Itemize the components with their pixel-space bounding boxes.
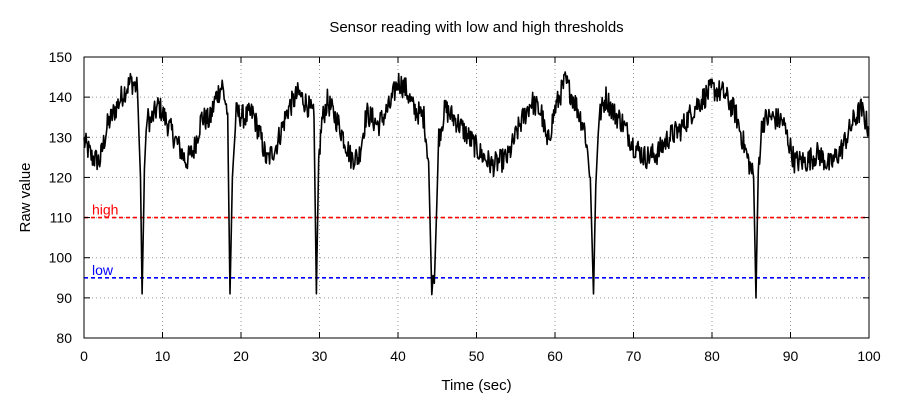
x-tick-label: 80 [704,348,720,364]
x-tick-label: 100 [857,348,881,364]
high-threshold-label: high [92,202,118,218]
low-threshold-label: low [92,262,114,278]
grid-lines [84,57,869,338]
series-layer [83,71,870,299]
x-axis-title: Time (sec) [441,377,511,394]
y-tick-label: 110 [50,210,73,226]
y-tick-label: 150 [49,49,73,65]
x-tick-label: 30 [312,348,328,364]
y-tick-label: 140 [49,89,73,105]
y-tick-label: 80 [56,330,72,346]
chart-title: Sensor reading with low and high thresho… [329,19,623,36]
y-axis-title: Raw value [17,162,34,232]
x-tick-label: 60 [547,348,563,364]
x-tick-label: 90 [783,348,799,364]
series-line-0 [83,71,870,299]
x-tick-label: 0 [80,348,88,364]
x-tick-label: 20 [233,348,249,364]
x-tick-label: 50 [469,348,485,364]
x-tick-label: 10 [155,348,171,364]
x-tick-label: 70 [626,348,642,364]
axis-ticks: 0 10 20 30 40 50 60 70 80 90 100 80 90 100 110 120 130 14… [49,49,881,364]
y-tick-label: 120 [49,169,73,185]
x-tick-label: 40 [390,348,406,364]
y-tick-label: 130 [49,129,73,145]
y-tick-label: 100 [49,250,73,266]
threshold-lines: high low [84,202,869,279]
y-tick-label: 90 [56,290,72,306]
